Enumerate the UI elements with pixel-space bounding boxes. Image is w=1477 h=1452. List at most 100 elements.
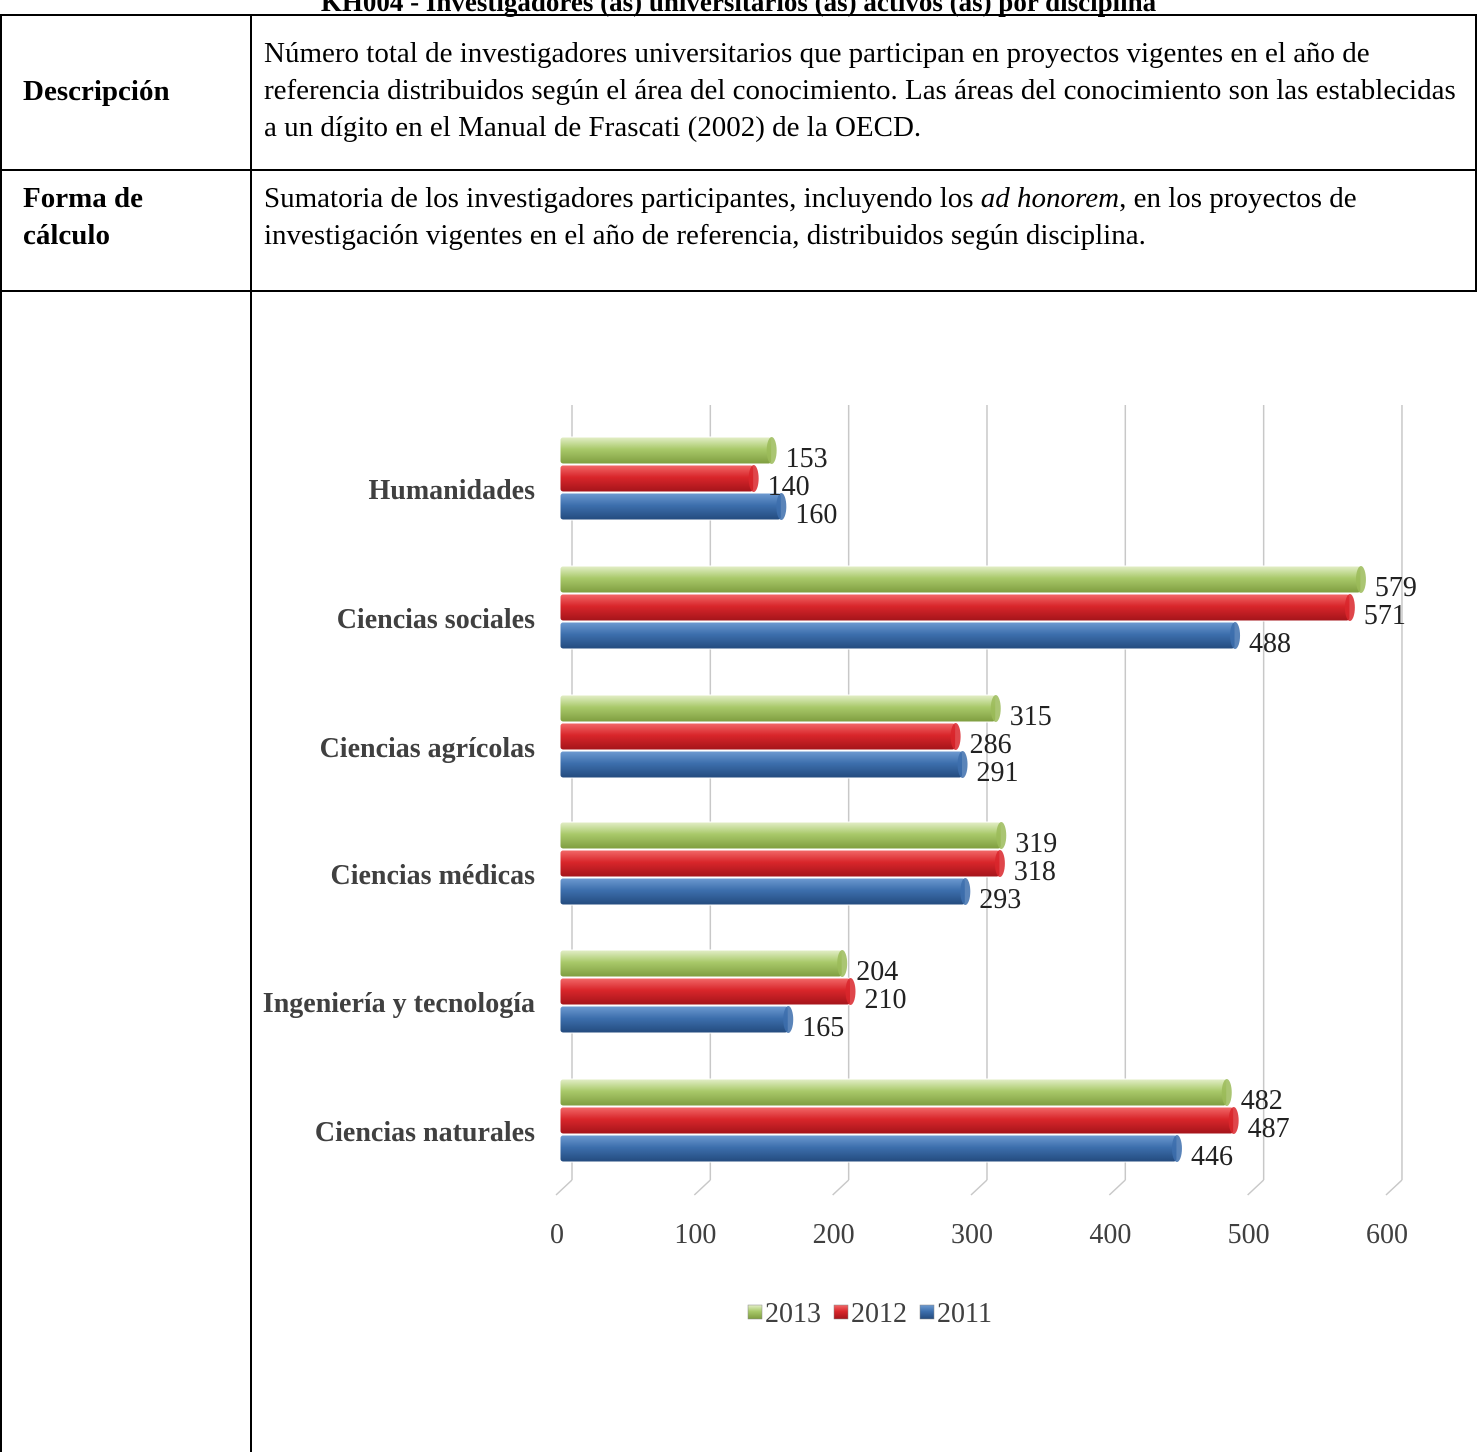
legend: 2013 2012 2011 xyxy=(747,1298,992,1329)
row-divider-1 xyxy=(0,169,1477,171)
bar-cap-2013 xyxy=(990,695,1001,722)
bar-2012 xyxy=(559,977,851,1006)
category-label: Humanidades xyxy=(369,475,536,506)
bar-cap-2011 xyxy=(960,878,971,905)
bar-cap-2012 xyxy=(748,465,759,492)
bar-cap-2011 xyxy=(783,1006,794,1033)
descripcion-text: Número total de investigadores universit… xyxy=(264,37,1456,143)
bar-2012 xyxy=(559,849,1001,878)
legend-swatch-2011 xyxy=(919,1304,935,1320)
bar-cap-2011 xyxy=(776,493,787,520)
bar-2011 xyxy=(559,621,1236,650)
category-label: Ciencias naturales xyxy=(315,1117,535,1148)
x-tick-label: 400 xyxy=(1089,1219,1131,1250)
bar-2011 xyxy=(559,750,964,779)
gridline-foot xyxy=(693,1179,711,1196)
bar-2012 xyxy=(559,593,1351,622)
data-label: 153 xyxy=(786,443,828,474)
data-label: 318 xyxy=(1014,856,1056,887)
bar-2013 xyxy=(559,821,1002,850)
table-border-right xyxy=(1475,14,1477,290)
bar-cap-2013 xyxy=(1355,566,1366,593)
bar-cap-2012 xyxy=(1228,1107,1239,1134)
bar-cap-2012 xyxy=(994,850,1005,877)
gridline-foot xyxy=(1108,1179,1126,1196)
bar-2013 xyxy=(559,436,773,465)
bar-2011 xyxy=(559,492,782,521)
data-label: 165 xyxy=(802,1012,844,1043)
gridline-foot xyxy=(1247,1179,1265,1196)
legend-label-2013: 2013 xyxy=(765,1298,821,1329)
bar-2013 xyxy=(559,1078,1228,1107)
gridlines xyxy=(555,405,1403,1196)
data-label: 293 xyxy=(979,884,1021,915)
category-label: Ciencias agrícolas xyxy=(320,733,536,764)
descripcion-label: Descripción xyxy=(23,75,170,107)
bar-cap-2011 xyxy=(957,751,968,778)
data-label: 160 xyxy=(795,499,837,530)
forma-text-before: Sumatoria de los investigadores particip… xyxy=(264,182,981,214)
bar-cap-2012 xyxy=(950,723,961,750)
bar-cap-2013 xyxy=(1221,1079,1232,1106)
bar-2012 xyxy=(559,1106,1235,1135)
x-tick-label: 100 xyxy=(674,1219,716,1250)
category-label: Ciencias sociales xyxy=(337,604,535,635)
column-divider xyxy=(250,14,252,1452)
forma-text-after: , en los proyectos de investigación vige… xyxy=(264,182,1357,251)
bar-2012 xyxy=(559,464,755,493)
data-label: 204 xyxy=(856,956,898,987)
x-tick-label: 0 xyxy=(550,1219,564,1250)
bar-cap-2013 xyxy=(996,822,1007,849)
bar-cap-2012 xyxy=(1344,594,1355,621)
bar-2013 xyxy=(559,949,843,978)
bar-cap-2011 xyxy=(1230,622,1241,649)
data-label: 286 xyxy=(970,729,1012,760)
data-label: 482 xyxy=(1241,1085,1283,1116)
gridline-foot xyxy=(1385,1179,1403,1196)
bar-cap-2013 xyxy=(837,950,848,977)
bar-2011 xyxy=(559,1134,1178,1163)
bar-2013 xyxy=(559,694,997,723)
data-label: 571 xyxy=(1364,600,1406,631)
gridline-foot xyxy=(832,1179,850,1196)
bar-cap-2012 xyxy=(845,978,856,1005)
x-tick-label: 600 xyxy=(1366,1219,1408,1250)
forma-calculo-label: Forma de cálculo xyxy=(23,182,143,251)
bar-2013 xyxy=(559,565,1362,594)
legend-label-2011: 2011 xyxy=(937,1298,992,1329)
bar-cap-2013 xyxy=(766,437,777,464)
data-label: 487 xyxy=(1248,1113,1290,1144)
bar-cap-2011 xyxy=(1171,1135,1182,1162)
gridline-foot xyxy=(555,1179,573,1196)
bar-2012 xyxy=(559,722,957,751)
gridline-foot xyxy=(970,1179,988,1196)
data-label: 446 xyxy=(1191,1141,1233,1172)
x-tick-label: 200 xyxy=(813,1219,855,1250)
legend-swatch-2012 xyxy=(833,1304,849,1320)
legend-label-2012: 2012 xyxy=(851,1298,907,1329)
table-border-top xyxy=(0,14,1477,16)
data-label: 291 xyxy=(977,757,1019,788)
x-tick-label: 300 xyxy=(951,1219,993,1250)
bar-2011 xyxy=(559,1005,789,1034)
bars xyxy=(559,436,1366,1163)
row-divider-2 xyxy=(0,290,1477,292)
data-label: 315 xyxy=(1010,701,1052,732)
table-border-left xyxy=(0,14,2,1452)
data-label: 579 xyxy=(1375,572,1417,603)
data-label: 319 xyxy=(1015,828,1057,859)
x-axis-ticks: 0 100 200 300 400 500 600 xyxy=(550,1219,1408,1250)
data-label: 140 xyxy=(768,471,810,502)
category-label: Ingeniería y tecnología xyxy=(263,988,535,1019)
data-label: 210 xyxy=(864,984,906,1015)
forma-calculo-text: Sumatoria de los investigadores particip… xyxy=(264,180,1474,254)
category-label: Ciencias médicas xyxy=(330,860,535,891)
forma-text-italic: ad honorem xyxy=(980,182,1120,214)
bar-2011 xyxy=(559,877,966,906)
x-tick-label: 500 xyxy=(1228,1219,1270,1250)
category-labels: Humanidades Ciencias sociales Ciencias agr… xyxy=(263,475,535,1148)
researchers-bar-chart: 1531401605795714883152862913193182932042… xyxy=(263,405,1417,1329)
document-title: KH004 - Investigadores (as) universitari… xyxy=(320,0,1157,17)
